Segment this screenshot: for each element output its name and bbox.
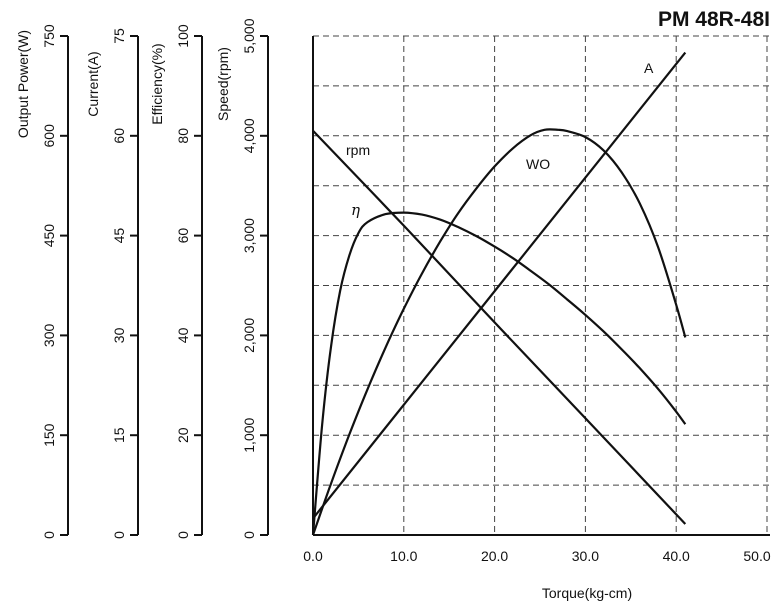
y-tick-label: 750 (41, 24, 57, 48)
y-tick-label: 3,000 (241, 218, 257, 253)
x-axis: 0.0 10.0 20.0 30.0 40.0 50.0 (303, 548, 771, 564)
series-label-rpm: rpm (346, 142, 370, 158)
chart-title: PM 48R-48I (658, 8, 770, 31)
y-tick-label: 40 (175, 327, 191, 343)
series-label-efficiency: η (351, 201, 360, 219)
y-axis-speed: 0 1,000 2,000 3,000 4,000 5,000 Speed(rpm) (215, 18, 269, 539)
y-tick-label: 0 (41, 531, 57, 539)
x-axis-title: Torque(kg-cm) (542, 585, 632, 601)
y-tick-label: 4,000 (241, 118, 257, 153)
series (311, 51, 687, 536)
y-tick-label: 60 (111, 128, 127, 144)
y-tick-label: 600 (41, 124, 57, 148)
x-tick-label: 10.0 (390, 548, 417, 564)
y-axis-title: Efficiency(%) (149, 43, 165, 124)
y-axis-title: Output Power(W) (15, 30, 31, 138)
y-tick-label: 1,000 (241, 417, 257, 452)
x-tick-label: 30.0 (572, 548, 599, 564)
series-line-current (312, 51, 687, 520)
y-tick-label: 150 (41, 423, 57, 447)
y-tick-label: 80 (175, 128, 191, 144)
series-label-current: A (644, 60, 654, 76)
y-tick-label: 300 (41, 324, 57, 348)
y-tick-label: 5,000 (241, 18, 257, 53)
y-tick-label: 2,000 (241, 318, 257, 353)
y-tick-label: 100 (175, 24, 191, 48)
y-axis-efficiency: 0 20 40 60 80 100 Efficiency(%) (149, 24, 203, 539)
x-tick-label: 20.0 (481, 548, 508, 564)
y-tick-label: 45 (111, 228, 127, 244)
y-tick-label: 0 (111, 531, 127, 539)
y-axis-power: 0 150 300 450 600 750 Output Power(W) (15, 24, 69, 539)
y-tick-label: 20 (175, 427, 191, 443)
series-line-power (311, 128, 687, 536)
series-line-speed (312, 130, 687, 525)
y-tick-label: 60 (175, 228, 191, 244)
y-tick-label: 0 (175, 531, 191, 539)
series-line-efficiency (311, 211, 687, 536)
y-axis-current: 0 15 30 45 60 75 Current(A) (85, 28, 139, 539)
x-tick-label: 0.0 (303, 548, 323, 564)
y-axis-title: Current(A) (85, 51, 101, 116)
y-tick-label: 15 (111, 427, 127, 443)
grid (312, 35, 770, 536)
series-label-output-power: WO (526, 156, 550, 172)
y-tick-label: 75 (111, 28, 127, 44)
y-tick-label: 30 (111, 327, 127, 343)
y-axis-title: Speed(rpm) (215, 47, 231, 121)
x-tick-label: 40.0 (663, 548, 690, 564)
x-tick-label: 50.0 (743, 548, 770, 564)
y-tick-label: 450 (41, 224, 57, 248)
y-tick-label: 0 (241, 531, 257, 539)
